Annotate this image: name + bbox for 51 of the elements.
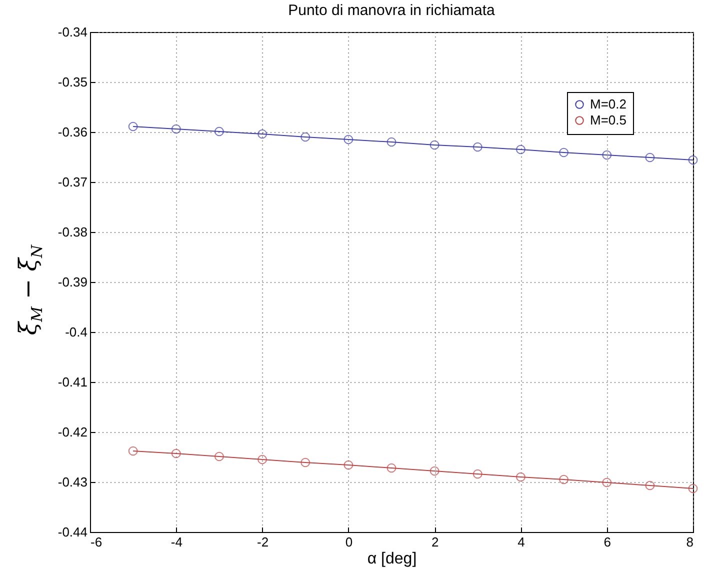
y-tick-label: -0.41 [58, 374, 88, 390]
point [688, 484, 698, 494]
y-tick-label: -0.37 [58, 174, 88, 190]
point [559, 474, 568, 484]
point [645, 480, 655, 490]
point [645, 152, 655, 162]
y-tick-label: -0.34 [58, 24, 88, 40]
point [300, 458, 310, 468]
point [472, 469, 482, 479]
point [430, 140, 440, 150]
x-tick-label: 0 [345, 534, 353, 550]
x-tick-label: 8 [686, 534, 694, 550]
y-tick-label: -0.35 [58, 74, 88, 90]
point [602, 150, 612, 160]
point [128, 122, 138, 132]
point [472, 142, 482, 152]
y-tick-label: -0.44 [58, 524, 88, 540]
x-tick-label: -2 [257, 534, 269, 550]
point [386, 463, 396, 473]
point [171, 448, 181, 458]
x-tick-label: -4 [170, 534, 182, 550]
point [688, 155, 698, 165]
y-tick-label: -0.38 [58, 224, 88, 240]
x-tick-label: 2 [431, 534, 439, 550]
x-tick-label: 6 [604, 534, 611, 550]
point [214, 452, 224, 462]
point [214, 126, 224, 136]
point [516, 472, 526, 482]
chart-title: Punto di manovra in richiamata [288, 2, 496, 19]
point [171, 124, 181, 134]
x-axis-title: α [deg] [367, 550, 417, 568]
point [128, 446, 138, 456]
y-tick-label: -0.36 [58, 124, 88, 140]
point [430, 466, 440, 476]
point [602, 478, 612, 488]
point [516, 144, 526, 154]
legend-label: M=0.2 [590, 96, 626, 112]
point [300, 132, 310, 142]
point [559, 148, 568, 158]
y-tick-label: -0.43 [58, 474, 88, 490]
y-tick-label: -0.39 [58, 274, 88, 290]
point [258, 129, 267, 139]
x-tick-label: -6 [90, 534, 102, 550]
y-tick-label: -0.4 [65, 324, 88, 340]
legend-label: M=0.5 [590, 112, 626, 128]
y-tick-label: -0.42 [58, 424, 88, 440]
x-tick-label: 4 [518, 534, 525, 550]
point [258, 454, 267, 464]
point [344, 134, 354, 144]
point [344, 460, 354, 470]
point [386, 137, 396, 147]
